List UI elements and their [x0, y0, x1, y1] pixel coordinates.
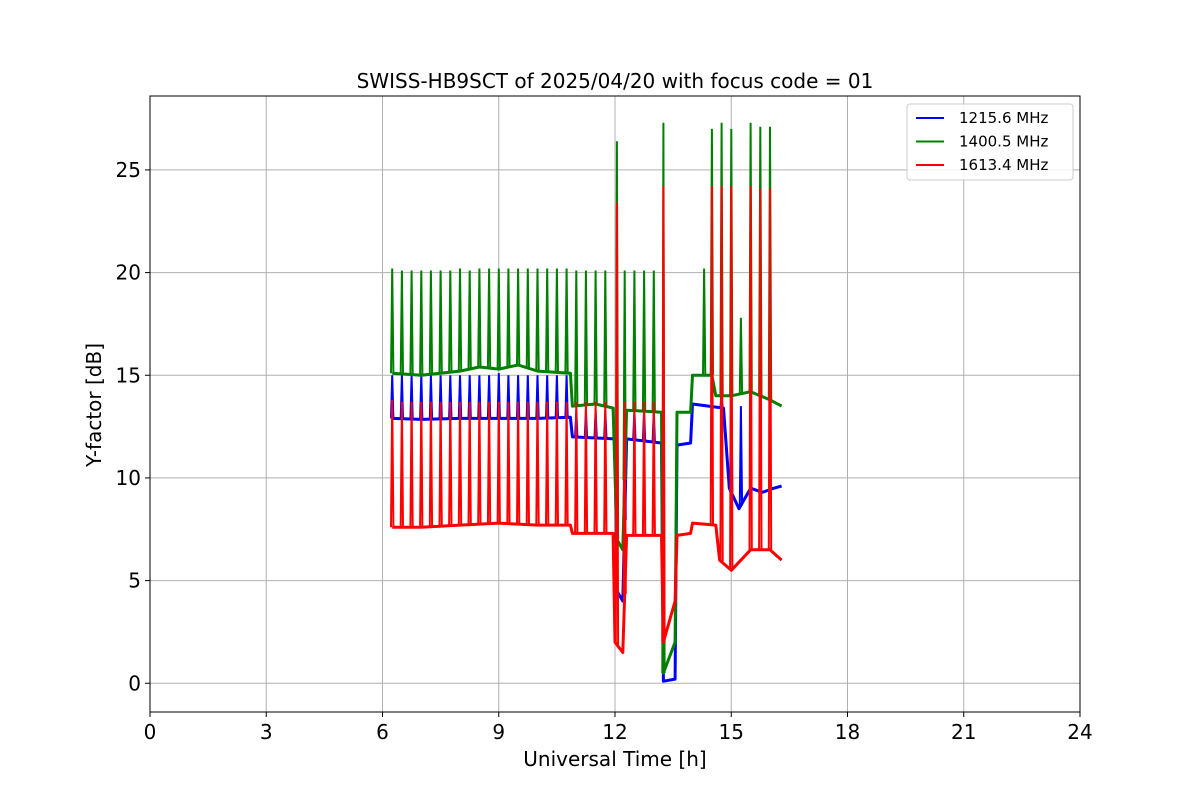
series-spike — [525, 401, 530, 525]
series-spike — [748, 186, 753, 550]
series-spike — [545, 401, 550, 526]
series-spike — [486, 401, 492, 524]
series-spike — [767, 188, 773, 550]
series-spike — [738, 406, 744, 506]
y-tick-label: 0 — [128, 671, 141, 695]
legend-label: 1215.6 MHz — [959, 109, 1048, 127]
series-spike — [448, 401, 453, 526]
x-tick-label: 21 — [951, 720, 976, 744]
series-spike — [428, 401, 434, 527]
x-tick-label: 18 — [835, 720, 860, 744]
series-spike — [574, 401, 579, 534]
series-spike — [486, 268, 492, 369]
series-spike — [467, 270, 472, 370]
series-spike — [390, 268, 395, 374]
series-spike — [632, 270, 637, 411]
series-spike — [506, 268, 511, 368]
series-spike — [457, 268, 463, 372]
series-spike — [554, 401, 559, 526]
series-spike — [506, 401, 511, 524]
series-spike — [448, 270, 453, 373]
x-tick-label: 24 — [1067, 720, 1092, 744]
series-spike — [554, 268, 559, 373]
chart-title: SWISS-HB9SCT of 2025/04/20 with focus co… — [357, 69, 874, 93]
series-spike — [583, 270, 589, 405]
series-spike — [709, 186, 714, 525]
series-spike — [477, 401, 482, 525]
x-axis-title: Universal Time [h] — [523, 747, 706, 771]
series-spike — [390, 399, 395, 528]
series-spike — [516, 401, 521, 525]
legend: 1215.6 MHz 1400.5 MHz 1613.4 MHz — [906, 103, 1074, 181]
series-spike — [622, 401, 627, 594]
legend-label: 1613.4 MHz — [959, 156, 1048, 174]
series-spike — [729, 186, 734, 571]
legend-label: 1400.5 MHz — [959, 133, 1048, 151]
series-spike — [428, 270, 434, 375]
series-spike — [583, 401, 589, 534]
series-layer — [390, 122, 783, 683]
series-spike — [632, 401, 637, 536]
series-3 — [390, 186, 783, 654]
series-spike — [409, 270, 414, 375]
x-tick-label: 6 — [376, 720, 389, 744]
series-spike — [564, 268, 569, 374]
series-spike — [614, 202, 620, 645]
series-spike — [574, 270, 579, 406]
tick-layer: 0 3 6 9 12 15 18 21 24 0 5 10 15 20 25 — [116, 158, 1093, 744]
series-spike — [593, 270, 598, 405]
series-spike — [641, 270, 647, 412]
series-spike — [457, 401, 463, 526]
series-spike — [702, 268, 707, 376]
series-spike — [525, 268, 530, 369]
plot-area — [390, 122, 783, 683]
y-tick-label: 15 — [116, 363, 141, 387]
series-spike — [496, 268, 501, 370]
series-spike — [535, 268, 540, 372]
series-spike — [438, 401, 443, 527]
x-tick-label: 3 — [260, 720, 273, 744]
series-spike — [651, 270, 656, 412]
series-line — [392, 521, 783, 654]
series-spike — [399, 401, 404, 528]
series-spike — [438, 270, 443, 374]
series-spike — [545, 268, 550, 372]
y-tick-label: 25 — [116, 158, 141, 182]
series-spike — [477, 268, 482, 368]
series-spike — [564, 401, 569, 526]
series-spike — [738, 317, 744, 394]
series-spike — [758, 188, 763, 550]
y-tick-label: 5 — [128, 569, 141, 593]
x-tick-label: 9 — [492, 720, 505, 744]
series-spike — [535, 401, 540, 526]
series-spike — [603, 270, 608, 407]
series-spike — [641, 401, 647, 536]
series-spike — [467, 401, 472, 525]
y-tick-label: 20 — [116, 261, 141, 285]
x-tick-label: 0 — [144, 720, 157, 744]
series-spike — [399, 270, 404, 374]
series-spike — [661, 186, 666, 643]
series-spike — [603, 401, 608, 534]
series-spike — [419, 401, 424, 528]
y-axis-title: Y-factor [dB] — [82, 343, 106, 468]
x-tick-label: 12 — [602, 720, 627, 744]
y-tick-label: 10 — [116, 466, 141, 490]
legend-box — [906, 103, 1074, 181]
series-spike — [419, 270, 424, 376]
x-tick-label: 15 — [719, 720, 744, 744]
series-spike — [593, 401, 598, 534]
series-spike — [719, 186, 724, 562]
series-spike — [496, 401, 501, 524]
series-spike — [409, 401, 414, 528]
series-spike — [651, 401, 656, 536]
series-spike — [516, 268, 521, 366]
